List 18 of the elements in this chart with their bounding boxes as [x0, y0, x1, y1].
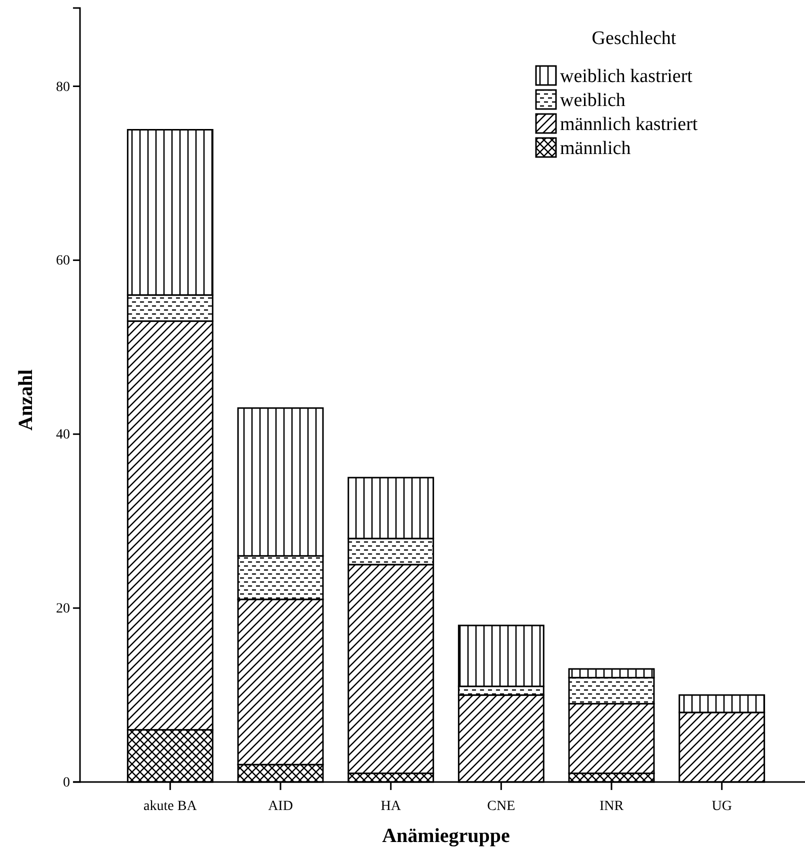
x-tick-label: CNE	[487, 798, 516, 814]
x-axis-title: Anämiegruppe	[382, 825, 510, 847]
legend-label: männlich kastriert	[560, 114, 698, 135]
x-tick-label: akute BA	[144, 798, 198, 814]
y-tick-label: 80	[56, 80, 70, 95]
x-tick-label: AID	[268, 798, 293, 814]
x-tick-label: INR	[599, 798, 624, 814]
y-tick-label: 0	[63, 775, 70, 790]
legend-label: weiblich	[560, 90, 626, 111]
legend-label: weiblich kastriert	[560, 66, 694, 87]
x-tick-label: UG	[712, 798, 732, 814]
y-tick-label: 40	[56, 428, 70, 443]
legend-label: männlich	[560, 138, 632, 159]
x-tick-label: HA	[380, 798, 402, 814]
y-axis-title: Anzahl	[15, 368, 37, 431]
y-tick-label: 60	[56, 254, 70, 269]
y-tick-label: 20	[56, 602, 70, 617]
legend-title: Geschlecht	[592, 28, 677, 49]
